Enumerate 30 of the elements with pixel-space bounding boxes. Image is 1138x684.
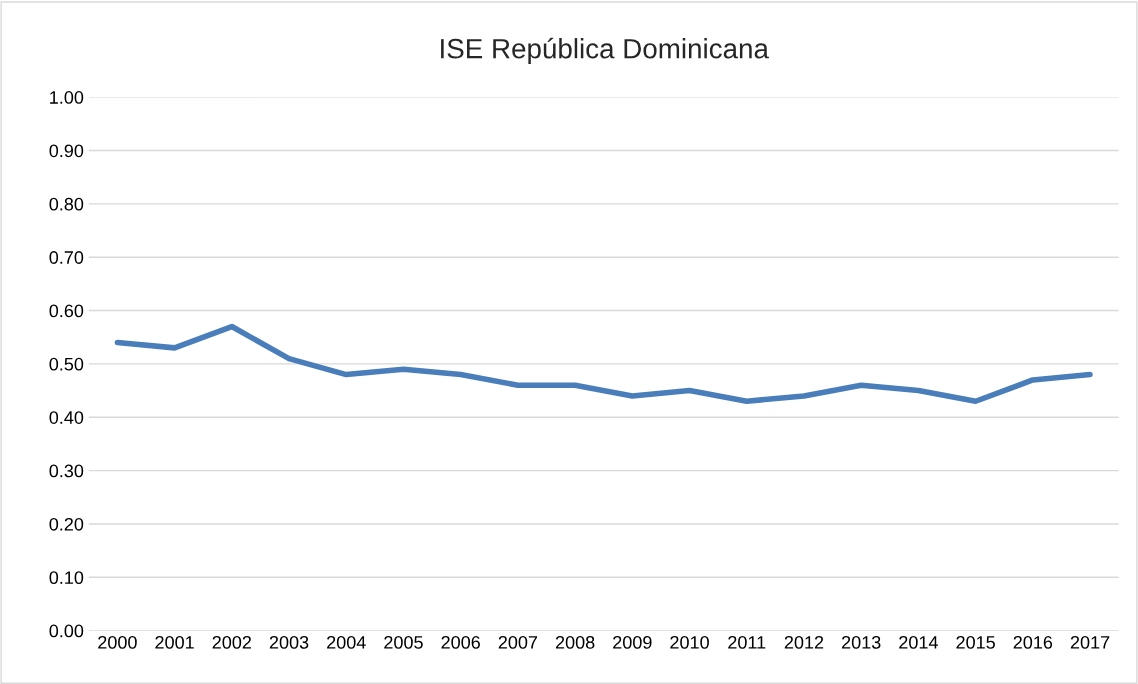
x-tick-label: 2006 (441, 635, 480, 649)
x-tick-label: 2005 (384, 635, 423, 649)
x-tick-label: 2011 (728, 635, 766, 649)
x-tick-label: 2003 (269, 635, 309, 649)
x-tick-label: 2000 (98, 635, 137, 649)
y-tick-label: 0.20 (49, 517, 84, 531)
x-tick-label: 2002 (212, 635, 251, 649)
y-tick-label: 1.00 (50, 91, 84, 104)
y-tick-label: 0.80 (49, 197, 84, 211)
y-tick-label: 0.10 (49, 571, 84, 585)
x-tick-label: 2014 (899, 635, 938, 649)
x-tick-label: 2007 (498, 635, 538, 649)
x-tick-label: 2004 (327, 635, 366, 649)
x-tick-label: 2015 (956, 635, 995, 649)
x-tick-label: 2008 (555, 635, 595, 649)
y-tick-label: 0.70 (49, 251, 84, 264)
x-tick-label: 2017 (1070, 635, 1110, 649)
y-tick-label: 0.60 (49, 304, 84, 318)
x-tick-label: 2001 (155, 635, 194, 649)
y-tick-label: 0.90 (49, 144, 84, 158)
chart-title: ISE República Dominicana (441, 37, 769, 64)
x-tick-label: 2009 (613, 635, 652, 649)
y-tick-label: 0.50 (49, 357, 84, 371)
y-tick-label: 0.40 (49, 411, 84, 424)
y-tick-label: 0.00 (49, 624, 84, 638)
x-tick-label: 2016 (1013, 635, 1053, 649)
x-tick-label: 2012 (784, 635, 824, 649)
y-tick-label: 0.30 (49, 464, 84, 478)
x-tick-label: 2010 (670, 635, 709, 649)
x-tick-label: 2013 (842, 635, 881, 649)
